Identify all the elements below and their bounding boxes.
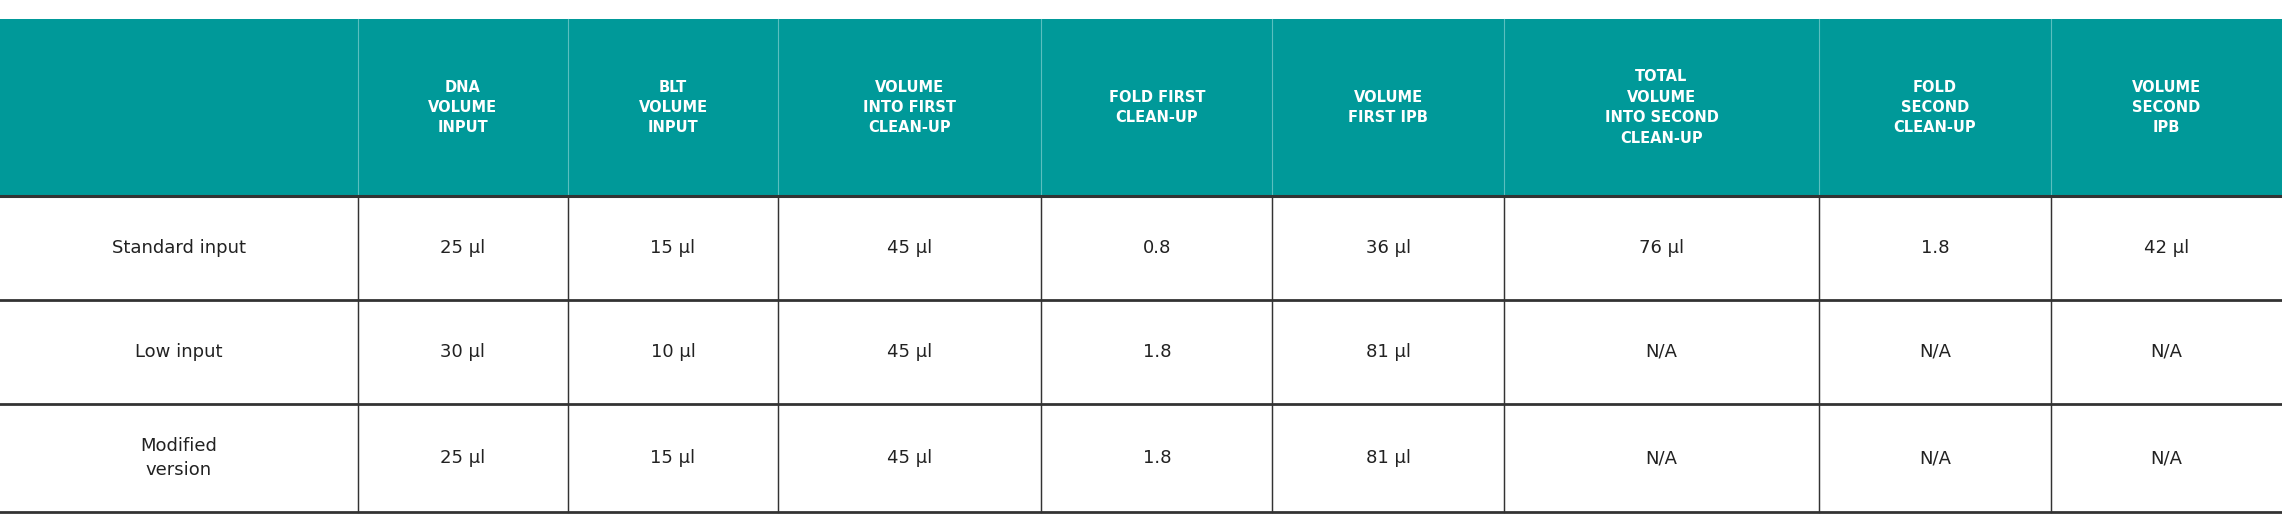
Text: N/A: N/A	[1919, 449, 1951, 467]
Text: FOLD FIRST
CLEAN-UP: FOLD FIRST CLEAN-UP	[1109, 90, 1205, 125]
Bar	[1819, 196, 2052, 300]
Bar	[778, 19, 1041, 196]
Bar	[1273, 300, 1504, 404]
Text: 15 μl: 15 μl	[650, 239, 696, 257]
Bar	[778, 404, 1041, 512]
Text: 45 μl: 45 μl	[888, 343, 933, 361]
Text: TOTAL
VOLUME
INTO SECOND
CLEAN-UP: TOTAL VOLUME INTO SECOND CLEAN-UP	[1604, 70, 1718, 145]
Text: 15 μl: 15 μl	[650, 449, 696, 467]
Text: 25 μl: 25 μl	[440, 449, 486, 467]
Text: 42 μl: 42 μl	[2143, 239, 2188, 257]
Bar	[1504, 404, 1819, 512]
Bar	[1819, 404, 2052, 512]
Text: 45 μl: 45 μl	[888, 239, 933, 257]
Bar	[1273, 404, 1504, 512]
Bar	[568, 300, 778, 404]
Bar	[778, 196, 1041, 300]
Text: VOLUME
INTO FIRST
CLEAN-UP: VOLUME INTO FIRST CLEAN-UP	[863, 80, 956, 135]
Bar	[1041, 19, 1273, 196]
Bar	[568, 19, 778, 196]
Text: 1.8: 1.8	[1921, 239, 1949, 257]
Text: Low input: Low input	[135, 343, 224, 361]
Bar	[1273, 196, 1504, 300]
Text: Standard input: Standard input	[112, 239, 246, 257]
Bar	[568, 196, 778, 300]
Text: 1.8: 1.8	[1143, 449, 1171, 467]
Text: 76 μl: 76 μl	[1638, 239, 1684, 257]
Bar	[778, 300, 1041, 404]
Bar	[1041, 196, 1273, 300]
Text: N/A: N/A	[1645, 449, 1677, 467]
Bar	[1504, 300, 1819, 404]
Bar	[568, 404, 778, 512]
Bar	[2052, 300, 2282, 404]
Bar	[1819, 19, 2052, 196]
Text: FOLD
SECOND
CLEAN-UP: FOLD SECOND CLEAN-UP	[1894, 80, 1976, 135]
Bar	[1041, 300, 1273, 404]
Text: Modified
version: Modified version	[139, 438, 217, 479]
Text: DNA
VOLUME
INPUT: DNA VOLUME INPUT	[429, 80, 497, 135]
Bar	[0, 196, 358, 300]
Text: 36 μl: 36 μl	[1365, 239, 1410, 257]
Text: 81 μl: 81 μl	[1365, 343, 1410, 361]
Bar	[2052, 404, 2282, 512]
Text: VOLUME
FIRST IPB: VOLUME FIRST IPB	[1349, 90, 1429, 125]
Bar	[358, 196, 568, 300]
Text: 81 μl: 81 μl	[1365, 449, 1410, 467]
Bar	[1041, 404, 1273, 512]
Bar	[0, 300, 358, 404]
Bar	[358, 300, 568, 404]
Text: N/A: N/A	[1645, 343, 1677, 361]
Bar	[2052, 19, 2282, 196]
Text: 1.8: 1.8	[1143, 343, 1171, 361]
Text: 10 μl: 10 μl	[650, 343, 696, 361]
Text: 25 μl: 25 μl	[440, 239, 486, 257]
Text: BLT
VOLUME
INPUT: BLT VOLUME INPUT	[639, 80, 707, 135]
Bar	[1819, 300, 2052, 404]
Bar	[0, 19, 358, 196]
Text: N/A: N/A	[1919, 343, 1951, 361]
Bar	[1504, 19, 1819, 196]
Bar	[0, 404, 358, 512]
Text: 30 μl: 30 μl	[440, 343, 486, 361]
Bar	[358, 19, 568, 196]
Bar	[2052, 196, 2282, 300]
Text: N/A: N/A	[2150, 449, 2182, 467]
Text: 0.8: 0.8	[1143, 239, 1171, 257]
Text: N/A: N/A	[2150, 343, 2182, 361]
Text: 45 μl: 45 μl	[888, 449, 933, 467]
Bar	[1273, 19, 1504, 196]
Bar	[1504, 196, 1819, 300]
Bar	[358, 404, 568, 512]
Text: VOLUME
SECOND
IPB: VOLUME SECOND IPB	[2131, 80, 2200, 135]
